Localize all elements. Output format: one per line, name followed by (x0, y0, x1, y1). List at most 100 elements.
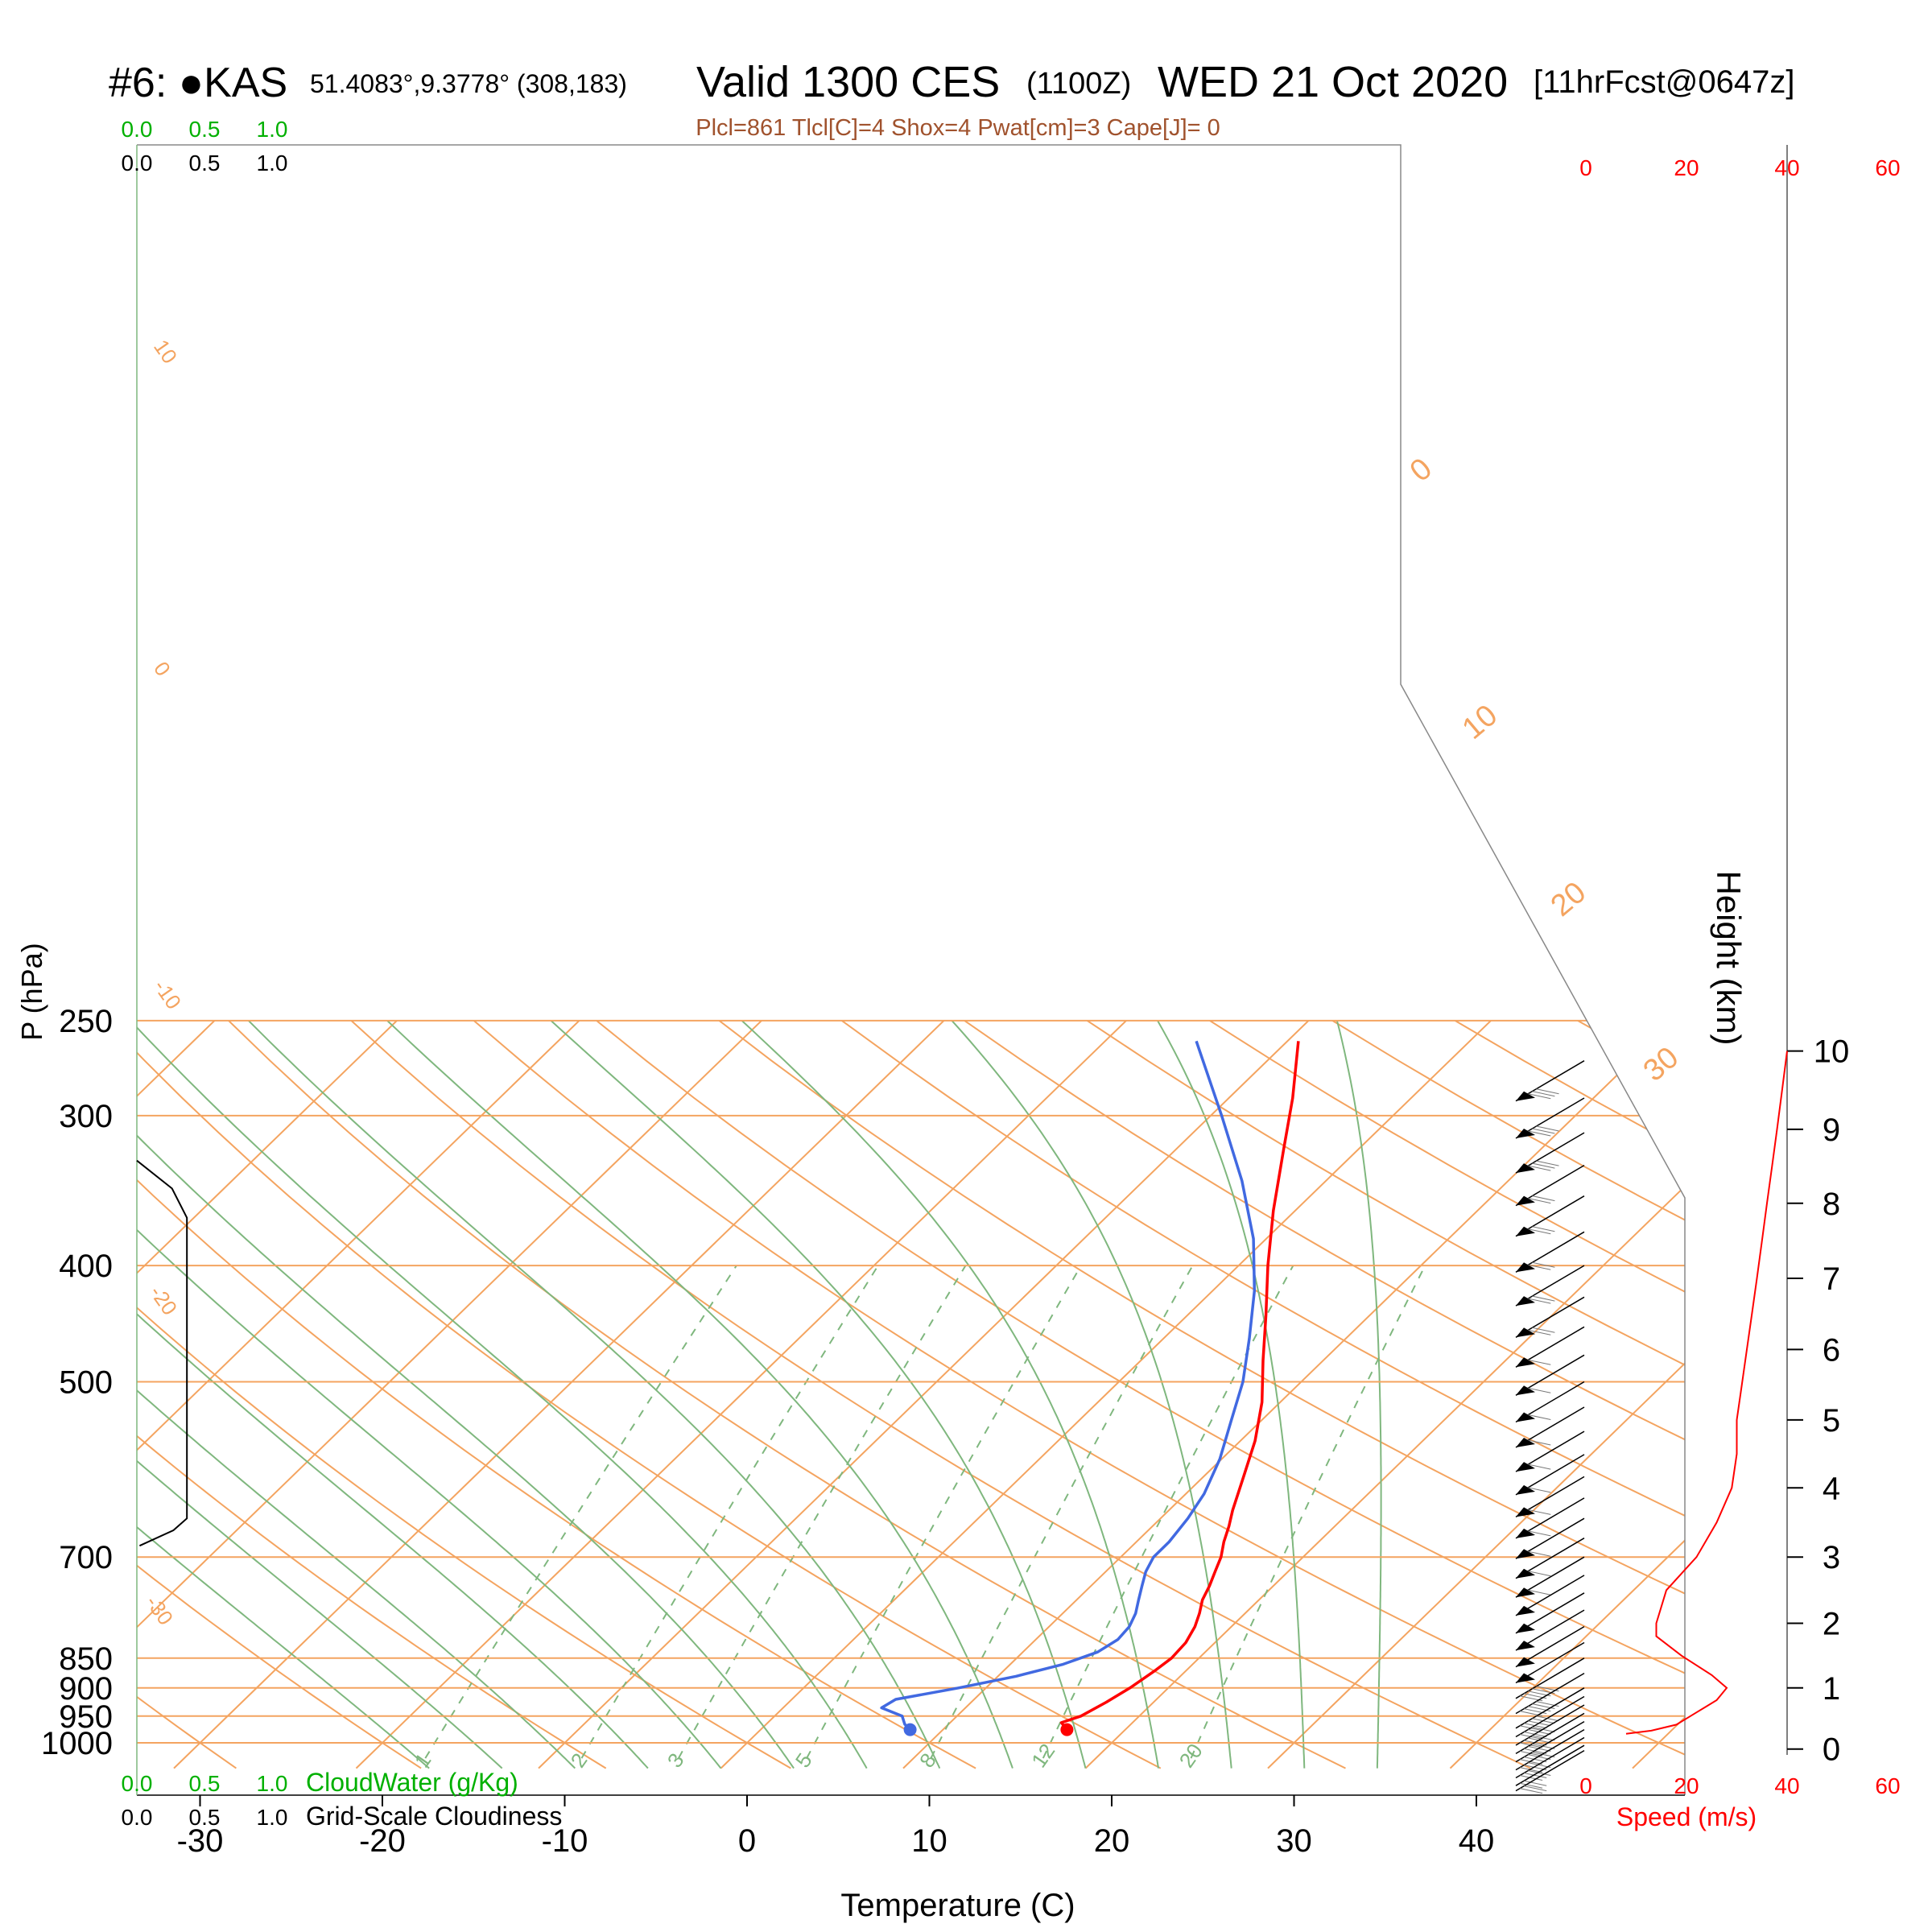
wind-speed-profile (1625, 1051, 1788, 1735)
cloudiness-tick-top: 0.5 (189, 151, 221, 175)
wind-barb-feather (1532, 1295, 1555, 1302)
wind-barb-feather (1519, 1750, 1543, 1757)
wind-barb-feather (1528, 1762, 1551, 1769)
wind-barb (1515, 1430, 1585, 1472)
wind-barb-shaft (1515, 1657, 1585, 1699)
mixing-ratio-label: 5 (791, 1748, 817, 1772)
mixing-ratio-line (580, 1265, 879, 1759)
wind-barb (1515, 1476, 1585, 1518)
temperature-tick-label: 30 (1276, 1823, 1312, 1859)
dry-adiabat-line (137, 1020, 422, 1769)
wind-barb (1515, 1749, 1585, 1794)
temperature-tick-label: 40 (1459, 1823, 1495, 1859)
wind-barb-pennant (1516, 1484, 1535, 1495)
station-coords: 51.4083°,9.3778° (308,183) (310, 69, 627, 98)
height-tick-label: 7 (1823, 1261, 1840, 1297)
dewpoint-line (880, 1040, 1257, 1731)
pressure-tick-label: 1000 (41, 1726, 113, 1761)
cloudwater-axis-label: CloudWater (g/Kg) (306, 1768, 518, 1797)
wind-barb-shaft (1515, 1744, 1585, 1786)
isotherm-line (1267, 1020, 1685, 1769)
wind-barb (1515, 1354, 1585, 1396)
isotherm-line (137, 1020, 580, 1769)
frame-outline (137, 144, 1686, 1795)
speed-tick-bottom: 40 (1774, 1773, 1799, 1798)
temperature-tick-label: 0 (738, 1823, 756, 1859)
wind-barb-feather (1528, 1387, 1551, 1393)
mixing-ratio-label: 3 (663, 1748, 689, 1772)
wind-barb (1515, 1231, 1585, 1273)
wind-barb (1515, 1592, 1585, 1634)
wind-barb-feather (1532, 1327, 1555, 1333)
wind-barb-pennant (1516, 1412, 1535, 1422)
height-tick-label: 0 (1823, 1732, 1840, 1768)
wind-barb-feather (1528, 1165, 1551, 1171)
height-axis: Height (km) 0 1 2 3 4 5 6 7 8 9 10 (1710, 145, 1849, 1768)
wind-barb-feather (1528, 1439, 1551, 1446)
wind-barb-pennant (1516, 1129, 1535, 1138)
dry-adiabat-line (1577, 1020, 1685, 1769)
wind-barb (1515, 1097, 1585, 1139)
mixing-ratio-line (678, 1265, 967, 1759)
isotherm-line (137, 1020, 398, 1769)
wind-barb (1515, 1575, 1585, 1616)
wind-barb-shaft (1515, 1720, 1585, 1763)
dry-adiabat-line (228, 1020, 1346, 1769)
height-tick-label: 8 (1823, 1187, 1840, 1222)
cloudwater-tick-top: 0.5 (189, 117, 221, 142)
isotherm-line (720, 1020, 1492, 1769)
wind-barb-pennant (1516, 1357, 1535, 1368)
wind-barb-shaft (1515, 1687, 1585, 1729)
dry-adiabat-line (350, 1020, 1531, 1769)
cloudwater-tick-bottom: 1.0 (257, 1771, 288, 1796)
wind-barb (1515, 1625, 1585, 1668)
moist-adiabat-line (137, 1020, 795, 1769)
height-tick-label: 9 (1823, 1113, 1840, 1148)
wind-barb (1515, 1406, 1585, 1448)
dewpoint-surface-point (903, 1723, 917, 1736)
temperature-surface-point (1060, 1723, 1074, 1736)
wind-barb-feather (1524, 1765, 1547, 1771)
height-tick-label: 1 (1823, 1671, 1840, 1707)
wind-barb-feather (1528, 1130, 1551, 1137)
wind-barb-feather (1532, 1226, 1555, 1232)
wind-barb-feather (1528, 1359, 1551, 1365)
wind-barb (1515, 1195, 1585, 1237)
wind-barb (1515, 1712, 1585, 1757)
wind-barb (1515, 1265, 1585, 1307)
temperature-line (1059, 1041, 1300, 1731)
wind-barb-pennant (1516, 1091, 1535, 1101)
wind-barb-feather (1536, 1088, 1559, 1095)
temperature-tick-label: -10 (542, 1823, 588, 1859)
moist-adiabat-line (1157, 1020, 1306, 1769)
wind-barb (1515, 1556, 1585, 1598)
wind-barb-feather (1536, 1160, 1559, 1166)
wind-barb-shaft (1515, 1736, 1585, 1779)
pressure-tick-label: 300 (59, 1099, 113, 1134)
isotherm-label: 10 (149, 335, 182, 368)
wind-barb (1515, 1296, 1585, 1338)
mixing-ratio-label: 8 (914, 1748, 941, 1772)
pressure-tick-label: 700 (59, 1540, 113, 1575)
chart-header: #6: ●KAS 51.4083°,9.3778° (308,183) Vali… (109, 58, 1794, 141)
background-lines (137, 1019, 1685, 1769)
wind-barb-feather (1532, 1128, 1555, 1134)
wind-barb-shaft (1515, 1695, 1585, 1738)
upper-isotherm-label: 20 (1545, 876, 1592, 923)
moist-adiabat-line (386, 1020, 1013, 1769)
wind-barb-pennant (1516, 1163, 1535, 1174)
isotherm-line (902, 1020, 1674, 1769)
speed-tick-top: 60 (1875, 155, 1900, 180)
isotherm-label: -30 (141, 1591, 178, 1629)
wind-barb-feather (1528, 1745, 1551, 1752)
wind-barb-feather (1528, 1264, 1551, 1270)
cloudiness-tick-top: 0.0 (122, 151, 153, 175)
mixing-ratio-line (806, 1265, 1082, 1759)
mixing-ratio-label: 12 (1026, 1739, 1059, 1772)
wind-barb-pennant (1516, 1549, 1535, 1559)
wind-barb-feather (1528, 1329, 1551, 1335)
wind-barb (1515, 1381, 1585, 1423)
stability-indices: Plcl=861 Tlcl[C]=4 Shox=4 Pwat[cm]=3 Cap… (696, 115, 1220, 141)
